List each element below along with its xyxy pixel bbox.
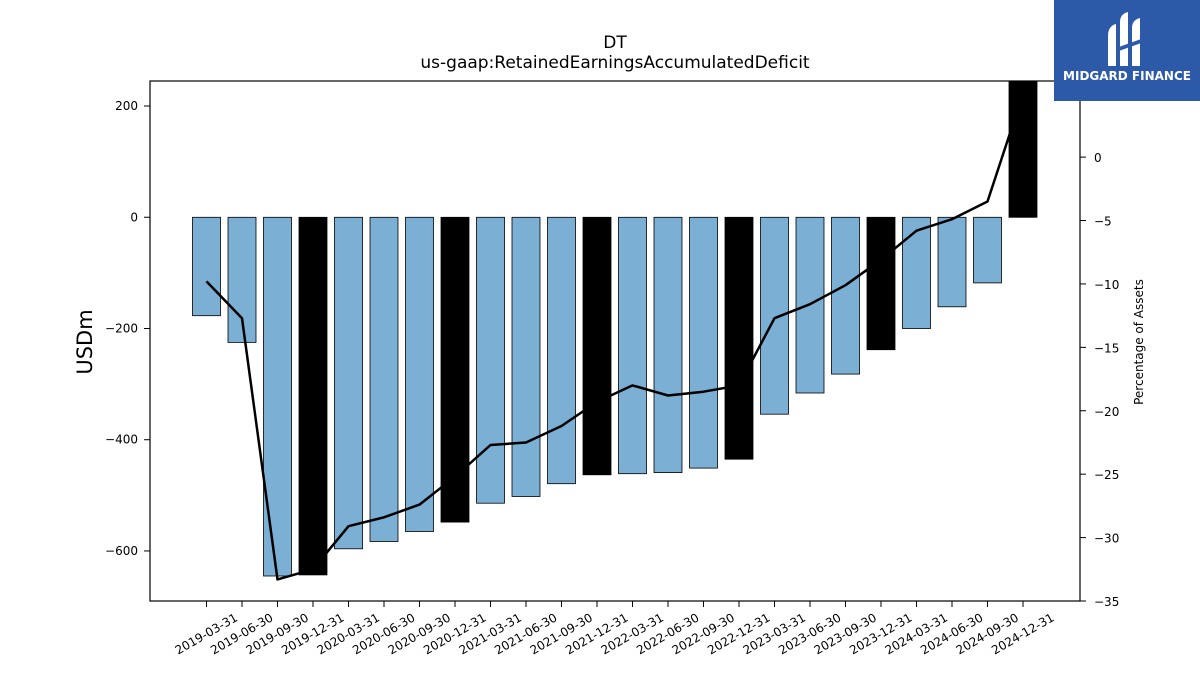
- y2-axis-label: Percentage of Assets: [1132, 279, 1146, 405]
- bar: [831, 216, 860, 375]
- bar: [760, 216, 789, 415]
- bar: [618, 216, 647, 475]
- chart-subtitle: us-gaap:RetainedEarningsAccumulatedDefic…: [420, 53, 810, 73]
- series-line: [205, 93, 1025, 581]
- bar: [973, 216, 1002, 284]
- axes: 2000−200−400−60050−5−10−15−20−25−30−3520…: [105, 80, 1119, 657]
- y-tick-label: 0: [130, 210, 138, 224]
- bar: [902, 216, 931, 329]
- bar: [724, 216, 754, 460]
- bar: [547, 216, 576, 485]
- bar: [866, 216, 896, 351]
- bar: [405, 216, 434, 532]
- logo-text: MIDGARD FINANCE: [1063, 69, 1191, 83]
- y-tick-label: −600: [105, 544, 138, 558]
- bar: [298, 216, 328, 576]
- y2-tick-label: −30: [1094, 532, 1119, 546]
- bar: [653, 216, 683, 474]
- y2-tick-label: 0: [1094, 151, 1102, 165]
- y-tick-label: −200: [105, 321, 138, 335]
- bar: [476, 216, 505, 504]
- bar: [1008, 80, 1038, 218]
- y-tick-label: 200: [115, 99, 138, 113]
- bar: [689, 216, 718, 469]
- y2-tick-label: −5: [1094, 215, 1112, 229]
- plot-frame: [149, 80, 1081, 602]
- y2-tick-label: −10: [1094, 278, 1119, 292]
- y2-tick-label: −20: [1094, 405, 1119, 419]
- chart-title: DT: [603, 33, 627, 53]
- logo-mark-icon: [1108, 12, 1144, 66]
- bar: [192, 216, 221, 317]
- line-series: [205, 93, 1025, 581]
- y-axis-label: USDm: [73, 309, 97, 374]
- y2-tick-label: −35: [1094, 595, 1119, 609]
- bar: [582, 216, 612, 476]
- y2-tick-label: −15: [1094, 341, 1119, 355]
- bar: [937, 216, 967, 308]
- bar: [369, 216, 399, 542]
- brand-logo: MIDGARD FINANCE: [1054, 0, 1200, 101]
- bar: [440, 216, 470, 523]
- bar-series: [192, 80, 1038, 577]
- bar: [511, 216, 541, 497]
- y-tick-label: −400: [105, 433, 138, 447]
- bar: [334, 216, 363, 550]
- y2-tick-label: −25: [1094, 468, 1119, 482]
- bar: [263, 216, 292, 577]
